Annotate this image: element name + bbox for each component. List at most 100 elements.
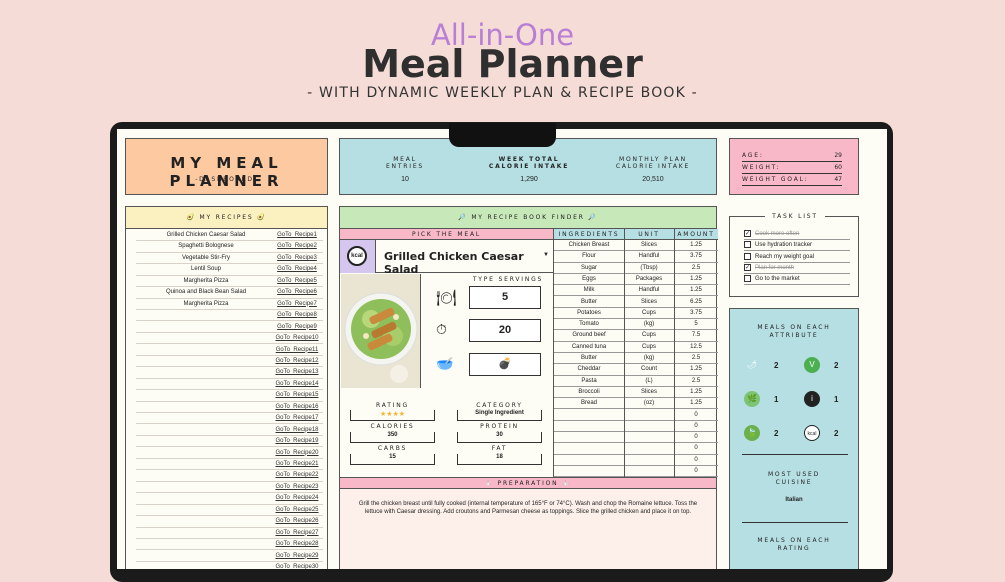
attribute-count: 2 <box>834 361 839 370</box>
ingredients-table: INGREDIENTS UNIT AMOUNT Chicken Breast Sl… <box>553 229 718 478</box>
type-servings-label: TYPE SERVINGS <box>472 276 544 283</box>
ingredient-unit: Slices <box>640 242 657 248</box>
ingredient-row: Potatoes Cups 3.75 <box>554 308 718 320</box>
timer-icon: ⏱ <box>436 321 447 337</box>
carbs-label: CARBS <box>377 445 408 452</box>
dropdown-arrow-icon[interactable]: ▼ <box>543 252 549 258</box>
recipe-link[interactable]: GoTo_Recipe23 <box>275 483 319 490</box>
recipe-link[interactable]: GoTo_Recipe1 <box>277 232 317 238</box>
recipe-link[interactable]: GoTo_Recipe2 <box>277 243 317 250</box>
recipe-link[interactable]: GoTo_Recipe21 <box>275 461 319 467</box>
task-checkbox[interactable] <box>744 252 751 260</box>
recipe-link[interactable]: GoTo_Recipe4 <box>277 266 317 273</box>
ingredient-unit: Handful <box>638 253 660 260</box>
recipe-row: GoTo_Recipe22 <box>136 470 323 482</box>
recipe-link[interactable]: GoTo_Recipe28 <box>275 541 319 548</box>
recipe-row: Margherita Pizza GoTo_Recipe7 <box>136 299 323 310</box>
ingredient-amount: 0 <box>694 411 698 418</box>
recipe-link[interactable]: GoTo_Recipe13 <box>275 369 319 376</box>
task-item[interactable]: ✓ Cook more often <box>744 229 850 240</box>
recipe-link[interactable]: GoTo_Recipe6 <box>277 289 317 296</box>
task-item[interactable]: ✓ Plan for month <box>744 263 850 274</box>
ingredient-unit: Handful <box>638 287 660 294</box>
recipe-link[interactable]: GoTo_Recipe8 <box>277 312 317 319</box>
recipe-link[interactable]: GoTo_Recipe16 <box>275 403 319 410</box>
ingredient-name: Bread <box>580 400 597 407</box>
stats-box: MEAL ENTRIES 10 WEEK TOTAL CALORIE INTAKE … <box>339 138 717 195</box>
recipe-link[interactable]: GoTo_Recipe9 <box>277 323 317 330</box>
recipe-link[interactable]: GoTo_Recipe20 <box>275 449 319 456</box>
recipe-link[interactable]: GoTo_Recipe14 <box>275 380 319 387</box>
recipe-link[interactable]: GoTo_Recipe27 <box>275 529 319 536</box>
recipe-link[interactable]: GoTo_Recipe29 <box>275 552 319 559</box>
page-subtitle: -DASHBOARD- <box>195 176 258 183</box>
ingredient-amount: 1.25 <box>690 388 702 395</box>
headline-top: All-in-One <box>430 18 575 52</box>
recipe-link[interactable]: GoTo_Recipe11 <box>275 346 319 353</box>
organic-icon: 🍃 <box>744 425 760 441</box>
ingredient-row: 0 <box>554 466 718 478</box>
ingredient-unit: (kg) <box>643 321 655 328</box>
ingredient-amount: 3.75 <box>690 253 702 260</box>
recipe-link[interactable]: GoTo_Recipe3 <box>277 254 317 261</box>
recipe-link[interactable]: GoTo_Recipe19 <box>275 438 319 445</box>
garlic-icon: 🧄 <box>562 480 572 487</box>
recipe-link[interactable]: GoTo_Recipe26 <box>275 518 319 525</box>
amount-col-divider <box>674 229 675 477</box>
task-checkbox[interactable]: ✓ <box>744 230 751 237</box>
recipe-name: Quinoa and Black Bean Salad <box>165 289 247 296</box>
profile-box: AGE: 29 WEIGHT: 60 WEIGHT GOAL: 47 <box>729 138 859 195</box>
recipe-row: Margherita Pizza GoTo_Recipe5 <box>136 276 323 288</box>
week-total-value: 1,290 <box>520 176 538 183</box>
task-item[interactable]: Go to the market <box>744 274 850 286</box>
attribute-count: 2 <box>834 429 839 438</box>
meals-attribute-panel: MEALS ON EACH ATTRIBUTE 🌶 2 V 2 🌿 1 i 1 🍃 2 kcal 2 M… <box>729 308 859 569</box>
ingredient-amount: 1.25 <box>690 275 702 282</box>
recipe-link[interactable]: GoTo_Recipe5 <box>277 277 317 284</box>
recipe-link[interactable]: GoTo_Recipe25 <box>275 506 319 513</box>
recipe-row: Lentil Soup GoTo_Recipe4 <box>136 264 323 276</box>
recipe-link[interactable]: GoTo_Recipe15 <box>275 392 319 399</box>
unit-col-divider <box>624 229 625 477</box>
recipe-link[interactable]: GoTo_Recipe18 <box>275 426 319 433</box>
recipes-title: MY RECIPES <box>199 214 254 221</box>
ingredient-amount: 1.25 <box>690 400 702 407</box>
task-text: Use hydration tracker <box>755 242 813 249</box>
preparation-header: 🧄 PREPARATION 🧄 <box>340 477 716 489</box>
category-label: CATEGORY <box>476 402 523 409</box>
recipe-name: Margherita Pizza <box>183 277 229 284</box>
ingredient-name: Butter <box>580 298 597 305</box>
plate-icon: 🍽 <box>436 290 457 307</box>
difficulty-value: 💣 <box>469 353 541 376</box>
recipe-link[interactable]: GoTo_Recipe7 <box>277 300 317 307</box>
recipe-link[interactable]: GoTo_Recipe24 <box>275 495 319 502</box>
attribute-count: 2 <box>774 361 779 370</box>
ingredient-unit: Cups <box>641 343 656 350</box>
avocado-icon: 🥑 <box>257 214 267 221</box>
ingredient-name: Chicken Breast <box>568 242 610 248</box>
ingredients-col-header: INGREDIENTS <box>558 231 620 238</box>
task-item[interactable]: Use hydration tracker <box>744 240 850 252</box>
recipe-link[interactable]: GoTo_Recipe17 <box>275 415 319 422</box>
task-item[interactable]: Reach my weight goal <box>744 252 850 263</box>
recipe-link[interactable]: GoTo_Recipe12 <box>275 357 319 364</box>
recipe-link[interactable]: GoTo_Recipe10 <box>275 335 319 342</box>
ingredient-name: Eggs <box>582 275 596 282</box>
task-checkbox[interactable]: ✓ <box>744 263 751 271</box>
monthly-plan-label: MONTHLY PLAN CALORIE INTAKE <box>615 156 691 170</box>
ingredient-row: 0 <box>554 455 718 466</box>
recipe-name: Grilled Chicken Caesar Salad <box>166 232 246 238</box>
meal-select[interactable]: kcal Grilled Chicken Caesar Salad ▼ <box>340 240 553 276</box>
task-checkbox[interactable] <box>744 275 751 283</box>
servings-value: 5 <box>469 286 541 309</box>
attribute-count: 2 <box>774 429 779 438</box>
recipe-row: GoTo_Recipe13 <box>136 367 323 379</box>
task-checkbox[interactable] <box>744 241 751 249</box>
attribute-count: 1 <box>834 395 839 404</box>
ingredient-row: Butter (kg) 2.5 <box>554 353 718 365</box>
recipe-link[interactable]: GoTo_Recipe22 <box>275 472 319 479</box>
recipe-row: GoTo_Recipe15 <box>136 390 323 402</box>
recipe-row: GoTo_Recipe14 <box>136 379 323 391</box>
ingredient-row: 0 <box>554 443 718 455</box>
chili-icon: 🌶 <box>746 360 758 369</box>
